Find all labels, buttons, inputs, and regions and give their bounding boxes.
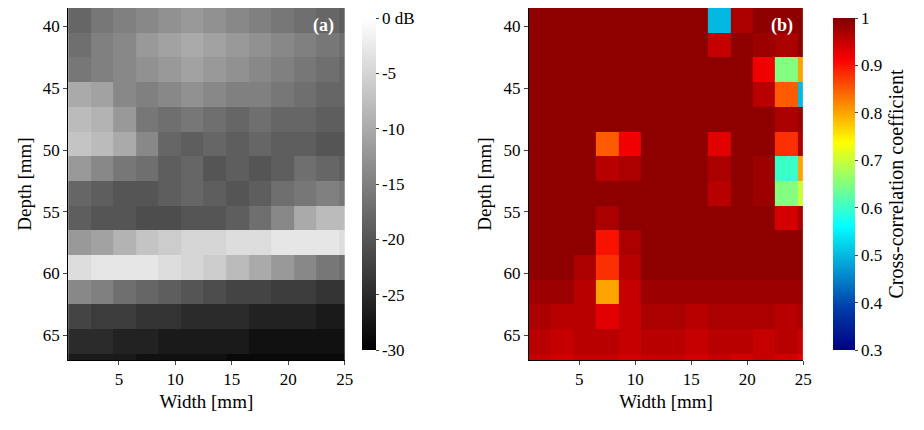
svg-text:40: 40 bbox=[503, 17, 520, 36]
svg-text:-15: -15 bbox=[382, 175, 405, 194]
svg-text:0.9: 0.9 bbox=[861, 56, 882, 75]
svg-text:0.6: 0.6 bbox=[861, 199, 882, 218]
svg-text:(a): (a) bbox=[313, 15, 334, 36]
svg-text:20: 20 bbox=[280, 370, 297, 389]
svg-text:25: 25 bbox=[336, 370, 353, 389]
svg-text:50: 50 bbox=[503, 141, 520, 160]
svg-text:65: 65 bbox=[43, 326, 60, 345]
svg-text:-30: -30 bbox=[382, 341, 405, 360]
svg-text:-5: -5 bbox=[382, 64, 396, 83]
svg-text:0.4: 0.4 bbox=[861, 294, 883, 313]
svg-text:60: 60 bbox=[43, 264, 60, 283]
svg-text:Width [mm]: Width [mm] bbox=[619, 391, 713, 412]
svg-text:25: 25 bbox=[795, 370, 812, 389]
svg-text:15: 15 bbox=[223, 370, 240, 389]
svg-text:45: 45 bbox=[43, 79, 60, 98]
svg-text:55: 55 bbox=[503, 203, 520, 222]
svg-text:5: 5 bbox=[115, 370, 124, 389]
svg-text:5: 5 bbox=[575, 370, 584, 389]
svg-text:(b): (b) bbox=[771, 15, 793, 36]
svg-text:-10: -10 bbox=[382, 120, 405, 139]
svg-text:60: 60 bbox=[503, 264, 520, 283]
svg-text:20: 20 bbox=[739, 370, 756, 389]
svg-text:Depth [mm]: Depth [mm] bbox=[14, 137, 35, 230]
svg-text:65: 65 bbox=[503, 326, 520, 345]
svg-text:15: 15 bbox=[683, 370, 700, 389]
svg-text:Cross-correlation coefficient: Cross-correlation coefficient bbox=[885, 69, 907, 298]
svg-text:45: 45 bbox=[503, 79, 520, 98]
svg-text:0.8: 0.8 bbox=[861, 104, 882, 123]
svg-text:50: 50 bbox=[43, 141, 60, 160]
svg-text:0 dB: 0 dB bbox=[382, 9, 415, 28]
svg-text:10: 10 bbox=[627, 370, 644, 389]
svg-text:Width [mm]: Width [mm] bbox=[160, 391, 254, 412]
svg-text:-20: -20 bbox=[382, 230, 405, 249]
svg-text:-25: -25 bbox=[382, 286, 405, 305]
svg-text:40: 40 bbox=[43, 17, 60, 36]
svg-text:0.5: 0.5 bbox=[861, 246, 882, 265]
svg-text:Depth [mm]: Depth [mm] bbox=[474, 137, 495, 230]
svg-text:0.7: 0.7 bbox=[861, 151, 883, 170]
svg-text:10: 10 bbox=[167, 370, 184, 389]
svg-text:0.3: 0.3 bbox=[861, 341, 882, 360]
svg-text:55: 55 bbox=[43, 203, 60, 222]
svg-text:1: 1 bbox=[861, 9, 870, 28]
